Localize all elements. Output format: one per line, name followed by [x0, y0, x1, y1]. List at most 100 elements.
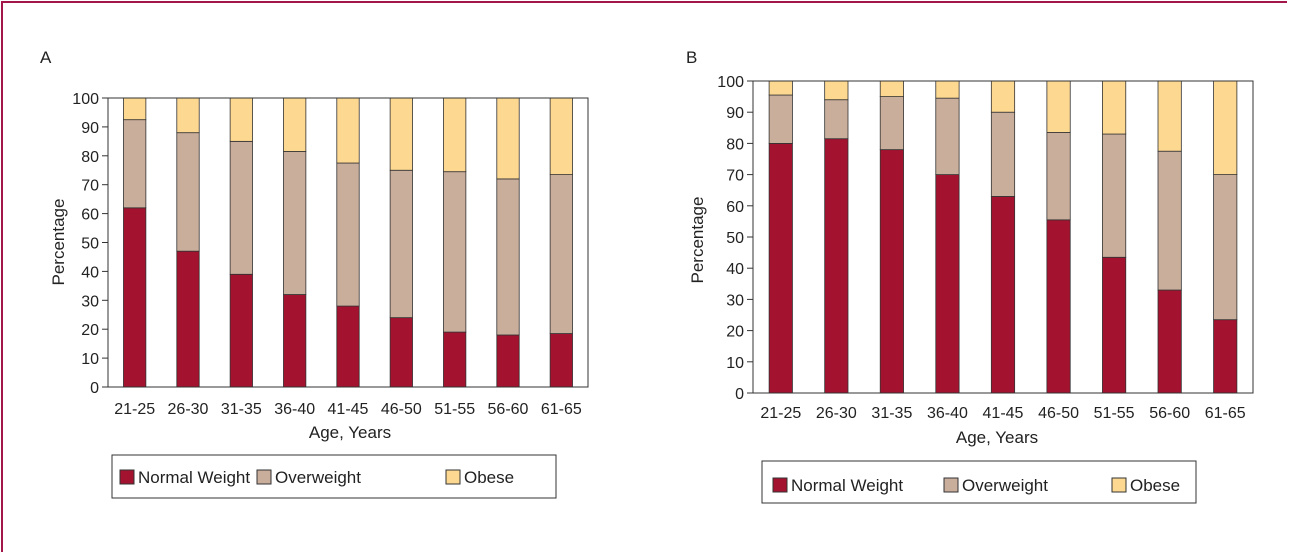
panel-b-y-tick-label: 30 [726, 292, 744, 309]
panel-a-bar-overweight-31-35 [229, 140, 253, 275]
panel-b-bar-overweight-31-35 [879, 96, 904, 151]
panel-b-bar-obese-41-45 [990, 80, 1016, 113]
panel-b-y-tick-label: 90 [726, 105, 744, 122]
panel-a-plot: 0 10 20 30 40 50 60 70 80 90 100 21-25 26-30 31-35 36-… [72, 91, 589, 418]
panel-b-bar-obese-21-25 [768, 80, 793, 96]
panel-b-label: B [686, 48, 697, 67]
panel-a-bar-overweight-36-40 [283, 151, 307, 295]
panel-a-bar-overweight-51-55 [443, 171, 467, 333]
panel-a-x-tick-label: 46-50 [381, 401, 422, 418]
panel-b-x-tick-label: 41-45 [983, 405, 1024, 422]
panel-a-y-tick-label: 60 [81, 207, 99, 224]
panel-b-x-tick-label: 46-50 [1038, 405, 1079, 422]
panel-b-bar-normal-56-60 [1157, 289, 1182, 394]
panel-a-bar-overweight-61-65 [549, 174, 573, 334]
panel-b-bar-overweight-41-45 [990, 111, 1016, 197]
panel-a-legend-swatch-normal [119, 469, 135, 485]
panel-b-bar-overweight-51-55 [1102, 133, 1127, 258]
panel-a-x-tick-label: 26-30 [168, 401, 209, 418]
panel-b-y-tick-label: 10 [726, 355, 744, 372]
panel-a-y-tick-label: 100 [72, 91, 99, 108]
panel-b-x-tick-label: 21-25 [760, 405, 801, 422]
panel-b-y-tick-label: 70 [726, 168, 744, 185]
panel-b-bar-obese-36-40 [935, 80, 960, 99]
panel-a-x-tick-label: 56-60 [488, 401, 529, 418]
panel-b-bar-obese-26-30 [824, 80, 849, 101]
panel-a-bar-normal-61-65 [549, 333, 573, 388]
panel-b-bar-normal-51-55 [1102, 256, 1127, 394]
panel-a-bar-obese-26-30 [176, 97, 200, 134]
panel-b-bar-overweight-61-65 [1213, 174, 1238, 321]
panel-b-plot-border [752, 80, 1254, 394]
panel-a-bar-normal-56-60 [496, 334, 520, 388]
panel-a-x-tick-label: 61-65 [541, 401, 582, 418]
panel-a-y-tick-label: 80 [81, 149, 99, 166]
panel-b-y-tick-label: 100 [717, 74, 744, 91]
panel-b-legend-obese: Obese [1130, 476, 1180, 495]
panel-a-x-tick-label: 31-35 [221, 401, 262, 418]
panel-a-y-tick-label: 50 [81, 236, 99, 253]
panel-b-legend-swatch-overweight [943, 477, 959, 493]
panel-b-bar-overweight-56-60 [1157, 150, 1182, 291]
panel-b-legend-swatch-normal [772, 477, 788, 493]
panel-b-y-tick-label: 20 [726, 324, 744, 341]
panel-b-legend-swatch-obese [1111, 477, 1127, 493]
panel-a-bar-overweight-26-30 [176, 132, 200, 252]
panel-a-y-tick-label: 10 [81, 351, 99, 368]
panel-b-legend-overweight: Overweight [962, 476, 1048, 495]
panel-a-y-tick-label: 90 [81, 120, 99, 137]
panel-b-bar-overweight-36-40 [935, 97, 960, 176]
panel-a-legend-overweight: Overweight [275, 468, 361, 487]
panel-a-x-tick-label: 51-55 [434, 401, 475, 418]
panel-a-bar-normal-31-35 [229, 273, 253, 388]
panel-b: B 0 10 20 30 40 50 60 70 80 90 100 21-25 26-30 31-35 3… [686, 48, 1254, 504]
panel-b-y-tick-label: 60 [726, 199, 744, 216]
panel-a-bar-normal-36-40 [283, 294, 307, 388]
panel-a-y-tick-label: 30 [81, 293, 99, 310]
panel-a-x-tick-label: 21-25 [114, 401, 155, 418]
panel-a-bar-obese-61-65 [549, 97, 573, 175]
panel-a-legend-swatch-obese [445, 469, 461, 485]
panel-b-bar-normal-26-30 [824, 138, 849, 394]
panel-a-label: A [40, 48, 52, 67]
panel-a-bar-overweight-21-25 [123, 119, 147, 209]
panel-a-bar-normal-26-30 [176, 250, 200, 388]
panel-a-y-axis-title: Percentage [49, 199, 68, 286]
panel-b-x-tick-label: 26-30 [816, 405, 857, 422]
panel-b-bar-normal-61-65 [1213, 319, 1238, 394]
panel-b-x-axis-title: Age, Years [956, 428, 1038, 447]
panel-b-bar-obese-31-35 [879, 80, 904, 98]
panel-b-legend-normal: Normal Weight [791, 476, 903, 495]
panel-b-x-tick-label: 51-55 [1094, 405, 1135, 422]
panel-a-legend: Normal Weight Overweight Obese [111, 454, 557, 499]
panel-a-bar-obese-31-35 [229, 97, 253, 142]
panel-b-bar-obese-61-65 [1213, 80, 1238, 175]
panel-a-bar-obese-46-50 [389, 97, 413, 171]
panel-b-bar-overweight-26-30 [824, 99, 849, 140]
panel-a-bar-obese-21-25 [123, 97, 147, 121]
panel-b-x-tick-label: 61-65 [1205, 405, 1246, 422]
panel-b-legend: Normal Weight Overweight Obese [761, 460, 1197, 504]
panel-a-x-tick-label: 36-40 [274, 401, 315, 418]
panel-b-bar-normal-21-25 [768, 142, 793, 394]
panel-a-plot-border [107, 97, 589, 388]
panel-b-bar-obese-56-60 [1157, 80, 1182, 152]
panel-b-bar-normal-41-45 [990, 196, 1016, 394]
panel-b-plot: 0 10 20 30 40 50 60 70 80 90 100 21-25 26-30 31-35 36-… [717, 74, 1254, 422]
panel-a-x-axis-title: Age, Years [309, 423, 391, 442]
panel-b-y-axis-title: Percentage [688, 197, 707, 284]
panel-b-x-tick-label: 36-40 [927, 405, 968, 422]
panel-b-y-tick-label: 50 [726, 230, 744, 247]
panel-b-bar-normal-31-35 [879, 149, 904, 394]
panel-a-y-tick-label: 20 [81, 322, 99, 339]
panel-a-y-tick-label: 0 [90, 380, 99, 397]
panel-a-bar-obese-51-55 [443, 97, 467, 173]
panel-a-bar-obese-56-60 [496, 97, 520, 180]
panel-a-bar-normal-46-50 [389, 317, 413, 388]
panel-a-x-tick-label: 41-45 [328, 401, 369, 418]
panel-a-y-tick-label: 40 [81, 264, 99, 281]
panel-a: A 0 10 20 30 40 50 60 70 80 90 100 21-25 26-30 31-35 3… [40, 48, 589, 499]
panel-a-bar-overweight-41-45 [336, 162, 360, 307]
panel-b-x-tick-label: 56-60 [1149, 405, 1190, 422]
